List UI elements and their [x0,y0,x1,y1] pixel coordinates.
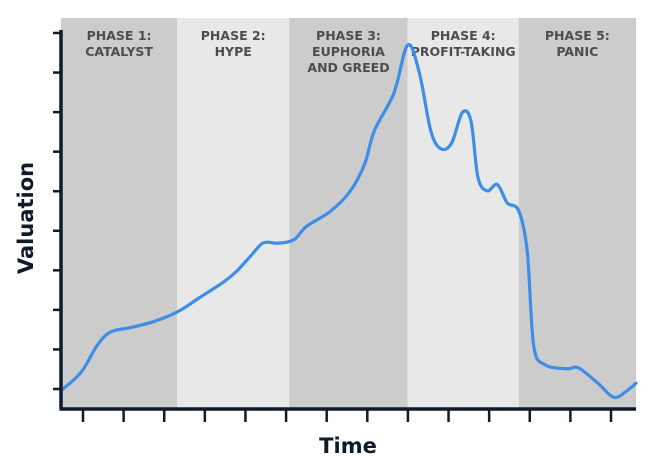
phase-band-3 [289,18,408,409]
phase-bands [61,18,636,409]
valuation-series-line [59,42,638,400]
phase-label-3: PHASE 3: EUPHORIA AND GREED [307,28,389,75]
x-axis-label: Time [319,434,377,458]
phase-label-4: PHASE 4: PROFIT-TAKING [411,28,516,59]
phase-band-4 [407,18,519,409]
phase-band-2 [177,18,290,409]
phase-label-2: PHASE 2: HYPE [201,28,266,59]
phase-band-5 [518,18,636,409]
phase-label-5: PHASE 5: PANIC [545,28,610,59]
phase-labels: PHASE 1: CATALYST PHASE 2: HYPE PHASE 3: EUPH… [85,28,610,75]
phase-label-1: PHASE 1: CATALYST [85,28,153,59]
phase-band-1 [61,18,178,409]
y-axis-label: Valuation [14,162,38,274]
axes [53,30,636,422]
